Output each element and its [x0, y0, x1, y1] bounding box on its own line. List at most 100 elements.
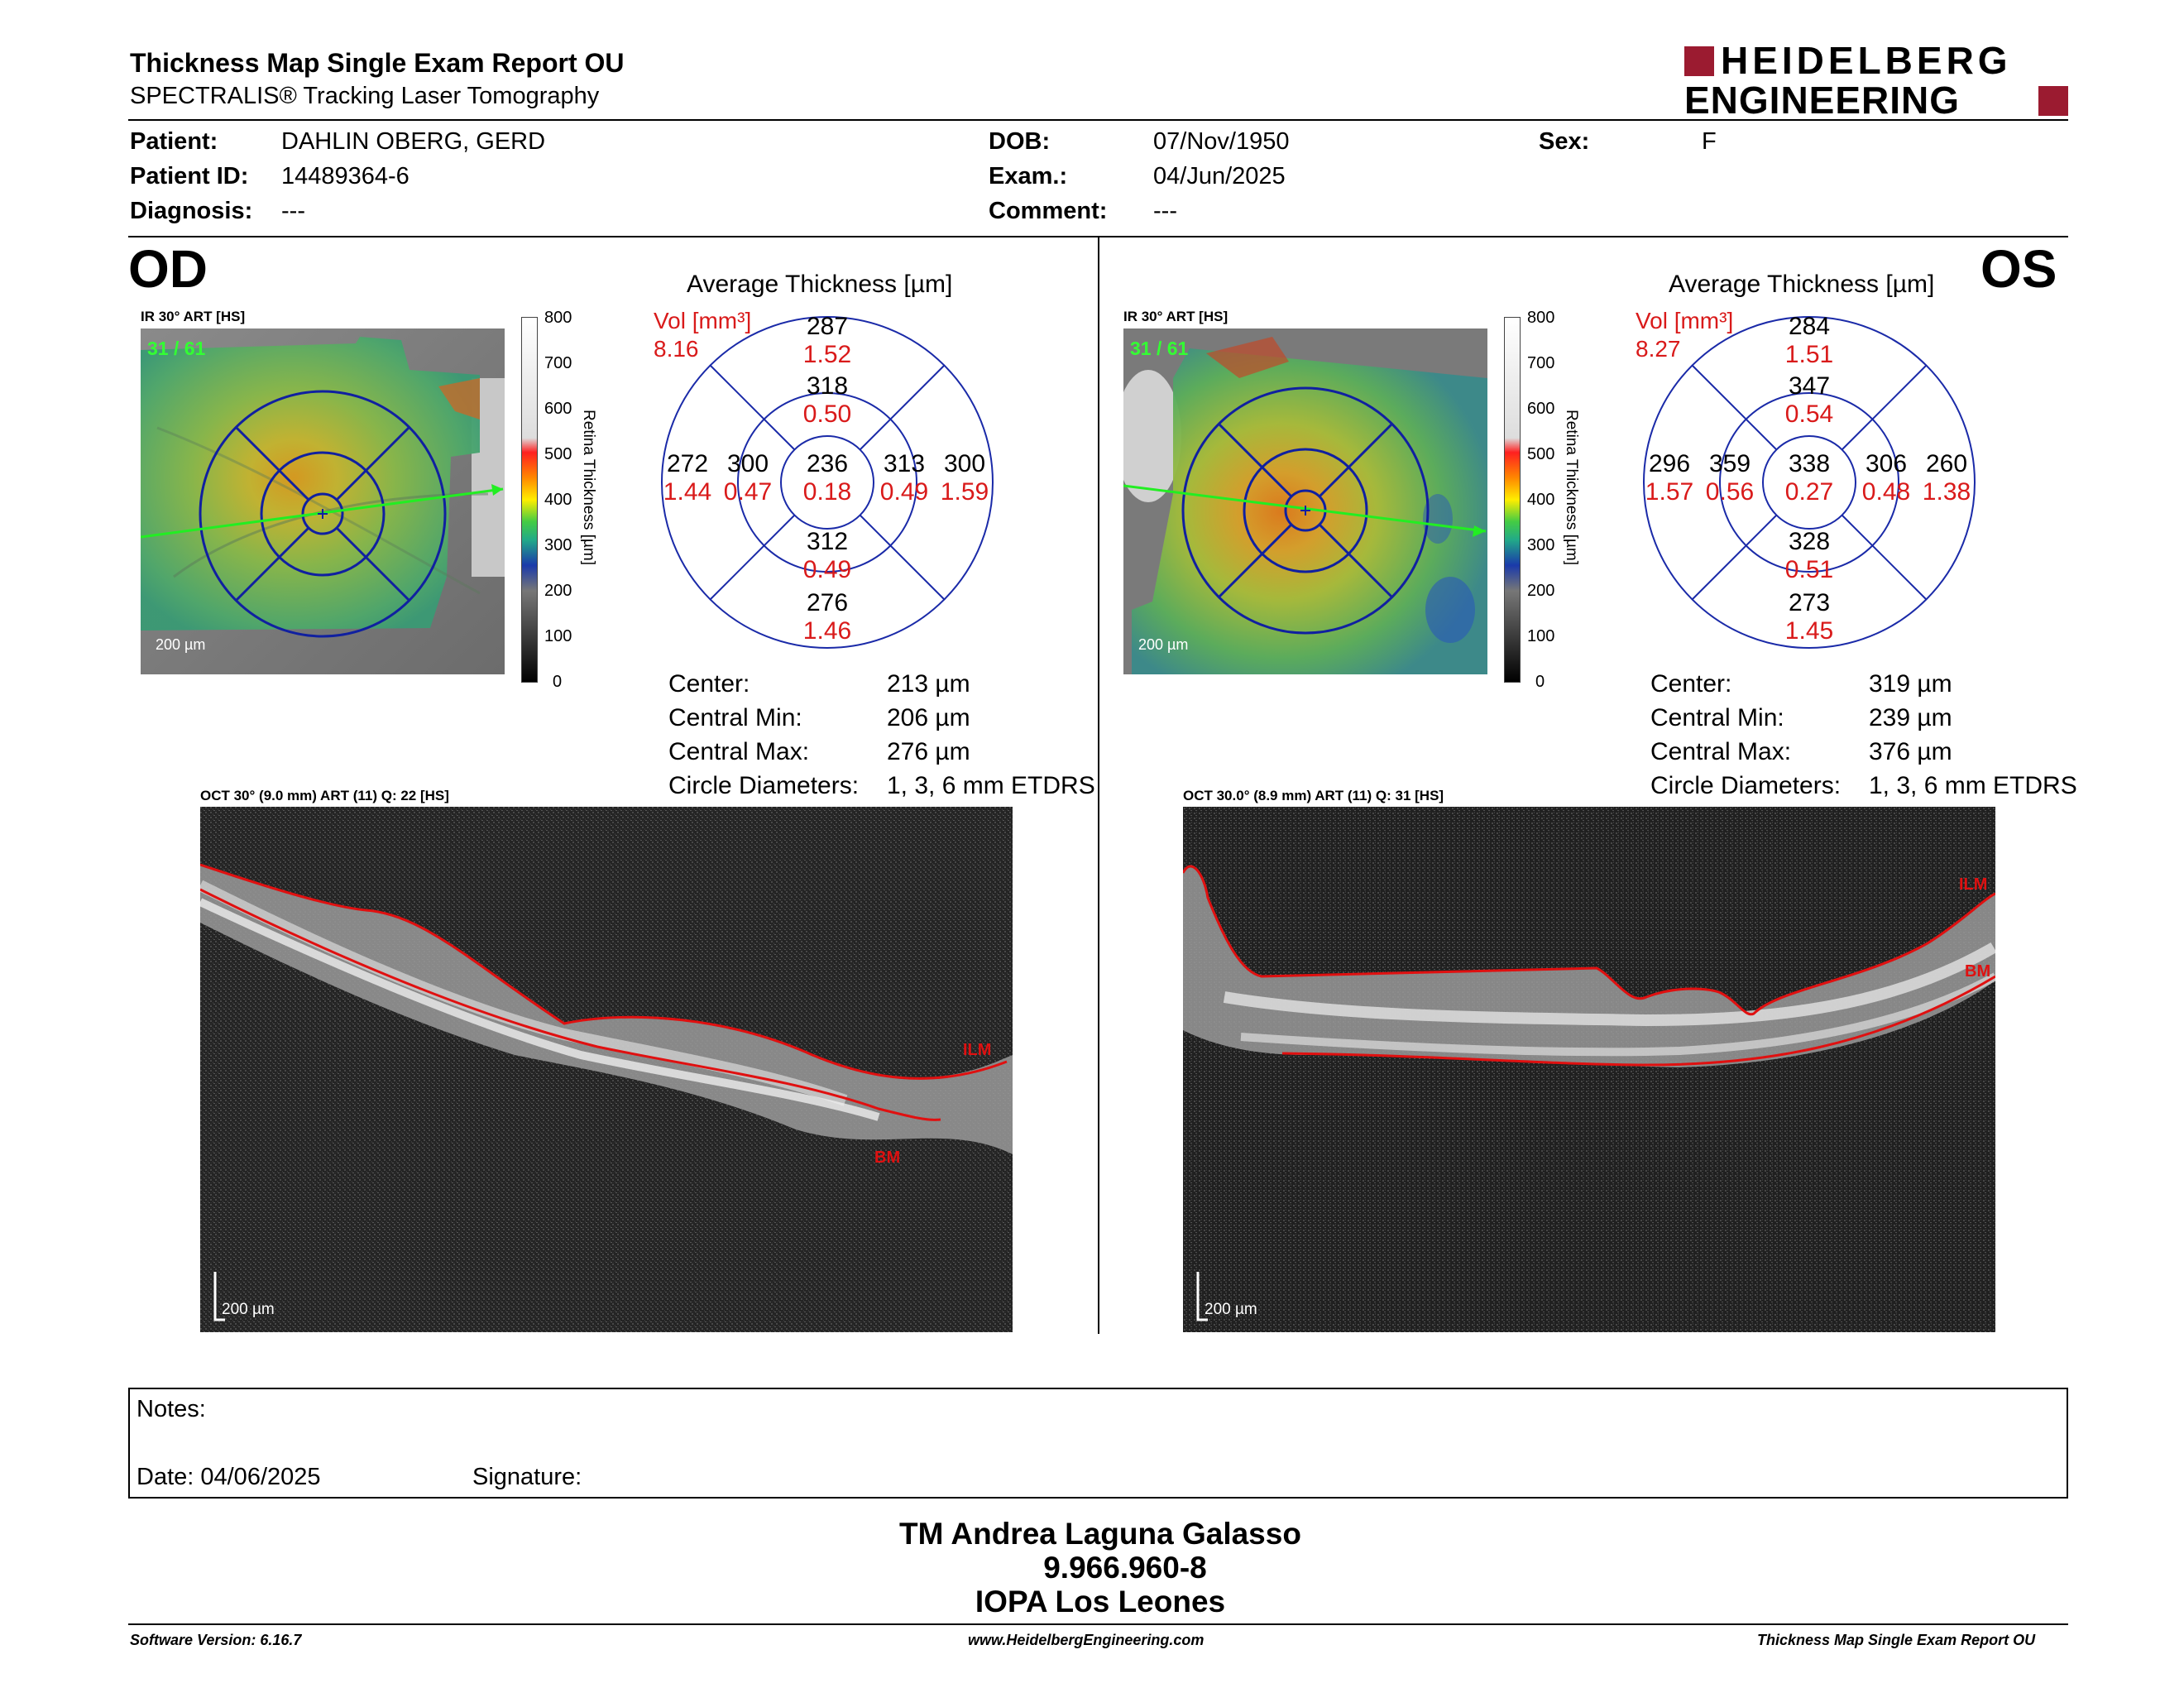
tick: 800 [1527, 309, 1555, 327]
os-frame-counter: 31 / 61 [1130, 338, 1189, 359]
os-colorbar-title: Retina Thickness [µm] [1563, 410, 1580, 565]
os-center-thickness: 338 [1788, 450, 1831, 477]
os-stat-max-label: Central Max: [1650, 738, 1792, 765]
os-stat-center-label: Center: [1650, 670, 1732, 698]
od-vol-label: Vol [mm³] [654, 308, 752, 333]
tick: 300 [544, 536, 572, 554]
diagnosis-label: Diagnosis: [130, 198, 253, 224]
od-outer-right-volume: 1.59 [940, 478, 989, 506]
os-colorbar-title-wrap: Retina Thickness [µm] [1563, 410, 1580, 592]
od-stat-diam-label: Circle Diameters: [668, 772, 860, 799]
os-etdrs-values: 284 1.51 347 0.54 338 0.27 296 1.57 359 … [1640, 313, 1979, 652]
os-outer-inf-thickness: 273 [1788, 589, 1831, 616]
od-inner-sup-thickness: 318 [806, 372, 849, 400]
dob-value: 07/Nov/1950 [1153, 128, 1290, 155]
header-divider [128, 119, 2068, 121]
logo-square-bottom [2038, 86, 2068, 116]
od-stat-center-label: Center: [668, 670, 750, 698]
od-inner-sup-volume: 0.50 [802, 400, 852, 428]
tick: 400 [544, 491, 572, 509]
tick: 300 [1527, 536, 1555, 554]
od-oct-label: OCT 30° (9.0 mm) ART (11) Q: 22 [HS] [200, 788, 449, 803]
tick: 0 [553, 673, 563, 691]
od-inner-right-volume: 0.49 [879, 478, 929, 506]
od-colorbar-title: Retina Thickness [µm] [580, 410, 597, 565]
footer-url[interactable]: www.HeidelbergEngineering.com [968, 1632, 1205, 1648]
od-outer-inf-volume: 1.46 [802, 617, 852, 645]
od-colorbar [521, 317, 538, 683]
od-inner-left-volume: 0.47 [723, 478, 773, 506]
notes-box: Notes: Date: 04/06/2025 Signature: [128, 1388, 2068, 1499]
os-inner-inf-thickness: 328 [1788, 528, 1831, 555]
od-inner-right-thickness: 313 [883, 450, 926, 477]
tick: 100 [1527, 627, 1555, 645]
od-outer-left-volume: 1.44 [663, 478, 712, 506]
eye-label-od: OD [128, 239, 208, 299]
tick: 500 [1527, 445, 1555, 463]
os-stat-center-value: 319 µm [1869, 670, 1952, 698]
patient-id-label: Patient ID: [130, 163, 249, 189]
od-oct-bscan: ILM BM 200 µm [200, 807, 1013, 1332]
footer-report-name: Thickness Map Single Exam Report OU [1757, 1632, 2036, 1648]
os-outer-sup-thickness: 284 [1788, 313, 1831, 340]
os-bm-label: BM [1965, 962, 1990, 981]
od-outer-left-thickness: 272 [666, 450, 709, 477]
tick: 200 [1527, 582, 1555, 600]
od-stat-center-value: 213 µm [887, 670, 970, 698]
od-oct-scale: 200 µm [222, 1301, 275, 1318]
os-outer-right-volume: 1.38 [1922, 478, 1971, 506]
od-fundus-scale: 200 µm [156, 636, 205, 653]
os-ilm-label: ILM [1959, 875, 1987, 894]
od-inner-inf-thickness: 312 [806, 528, 849, 555]
os-ir-label: IR 30° ART [HS] [1123, 309, 1228, 324]
od-avg-title: Average Thickness [µm] [687, 271, 953, 298]
os-oct-scale: 200 µm [1205, 1301, 1257, 1318]
od-colorbar-ticks: 800 700 600 500 400 300 200 100 0 [544, 309, 586, 691]
report-subtitle: SPECTRALIS® Tracking Laser Tomography [130, 83, 600, 109]
od-center-thickness: 236 [806, 450, 849, 477]
od-stat-min-value: 206 µm [887, 704, 970, 731]
os-colorbar-ticks: 800 700 600 500 400 300 200 100 0 [1527, 309, 1569, 691]
tick: 800 [544, 309, 572, 327]
os-stat-min-label: Central Min: [1650, 704, 1784, 731]
logo-text-top: HEIDELBERG [1721, 39, 2012, 82]
tick: 400 [1527, 491, 1555, 509]
od-outer-sup-volume: 1.52 [802, 341, 852, 368]
os-fundus-scale: 200 µm [1138, 636, 1188, 653]
os-oct-label: OCT 30.0° (8.9 mm) ART (11) Q: 31 [HS] [1183, 788, 1444, 803]
od-outer-inf-thickness: 276 [806, 589, 849, 616]
tick: 100 [544, 627, 572, 645]
os-stat-max-value: 376 µm [1869, 738, 1952, 765]
od-ir-label: IR 30° ART [HS] [141, 309, 246, 324]
eye-divider [1098, 237, 1099, 1334]
od-stat-diam-value: 1, 3, 6 mm ETDRS [887, 772, 1095, 799]
od-fundus-image: 200 µm 31 / 61 [141, 328, 505, 674]
os-vol-total: 8.27 [1636, 336, 1681, 362]
od-center-volume: 0.18 [802, 478, 852, 506]
os-fundus-image: 200 µm 31 / 61 [1123, 328, 1487, 674]
od-colorbar-title-wrap: Retina Thickness [µm] [580, 410, 597, 592]
patient-label: Patient: [130, 128, 218, 155]
exam-label: Exam.: [989, 163, 1068, 189]
signature-id: 9.966.960-8 [1043, 1551, 1207, 1585]
os-inner-left-volume: 0.56 [1705, 478, 1755, 506]
od-etdrs-values: 287 1.52 318 0.50 236 0.18 272 1.44 300 … [658, 313, 997, 652]
os-vol-label: Vol [mm³] [1636, 308, 1734, 333]
os-inner-sup-thickness: 347 [1788, 372, 1831, 400]
heidelberg-logo: HEIDELBERG ENGINEERING [1684, 39, 2068, 121]
patient-divider [128, 236, 2068, 237]
os-outer-sup-volume: 1.51 [1784, 341, 1834, 368]
signature-org: IOPA Los Leones [975, 1585, 1226, 1618]
od-vol-total: 8.16 [654, 336, 699, 362]
dob-label: DOB: [989, 128, 1051, 155]
os-outer-right-thickness: 260 [1925, 450, 1968, 477]
comment-label: Comment: [989, 198, 1108, 224]
notes-label: Notes: [136, 1396, 206, 1422]
os-oct-bscan: ILM BM 200 µm [1183, 807, 1995, 1332]
patient-id-value: 14489364-6 [281, 163, 410, 189]
signature-name: TM Andrea Laguna Galasso [899, 1517, 1301, 1551]
os-stat-min-value: 239 µm [1869, 704, 1952, 731]
comment-value: --- [1153, 198, 1177, 224]
sex-value: F [1702, 128, 1717, 155]
od-frame-counter: 31 / 61 [147, 338, 206, 359]
